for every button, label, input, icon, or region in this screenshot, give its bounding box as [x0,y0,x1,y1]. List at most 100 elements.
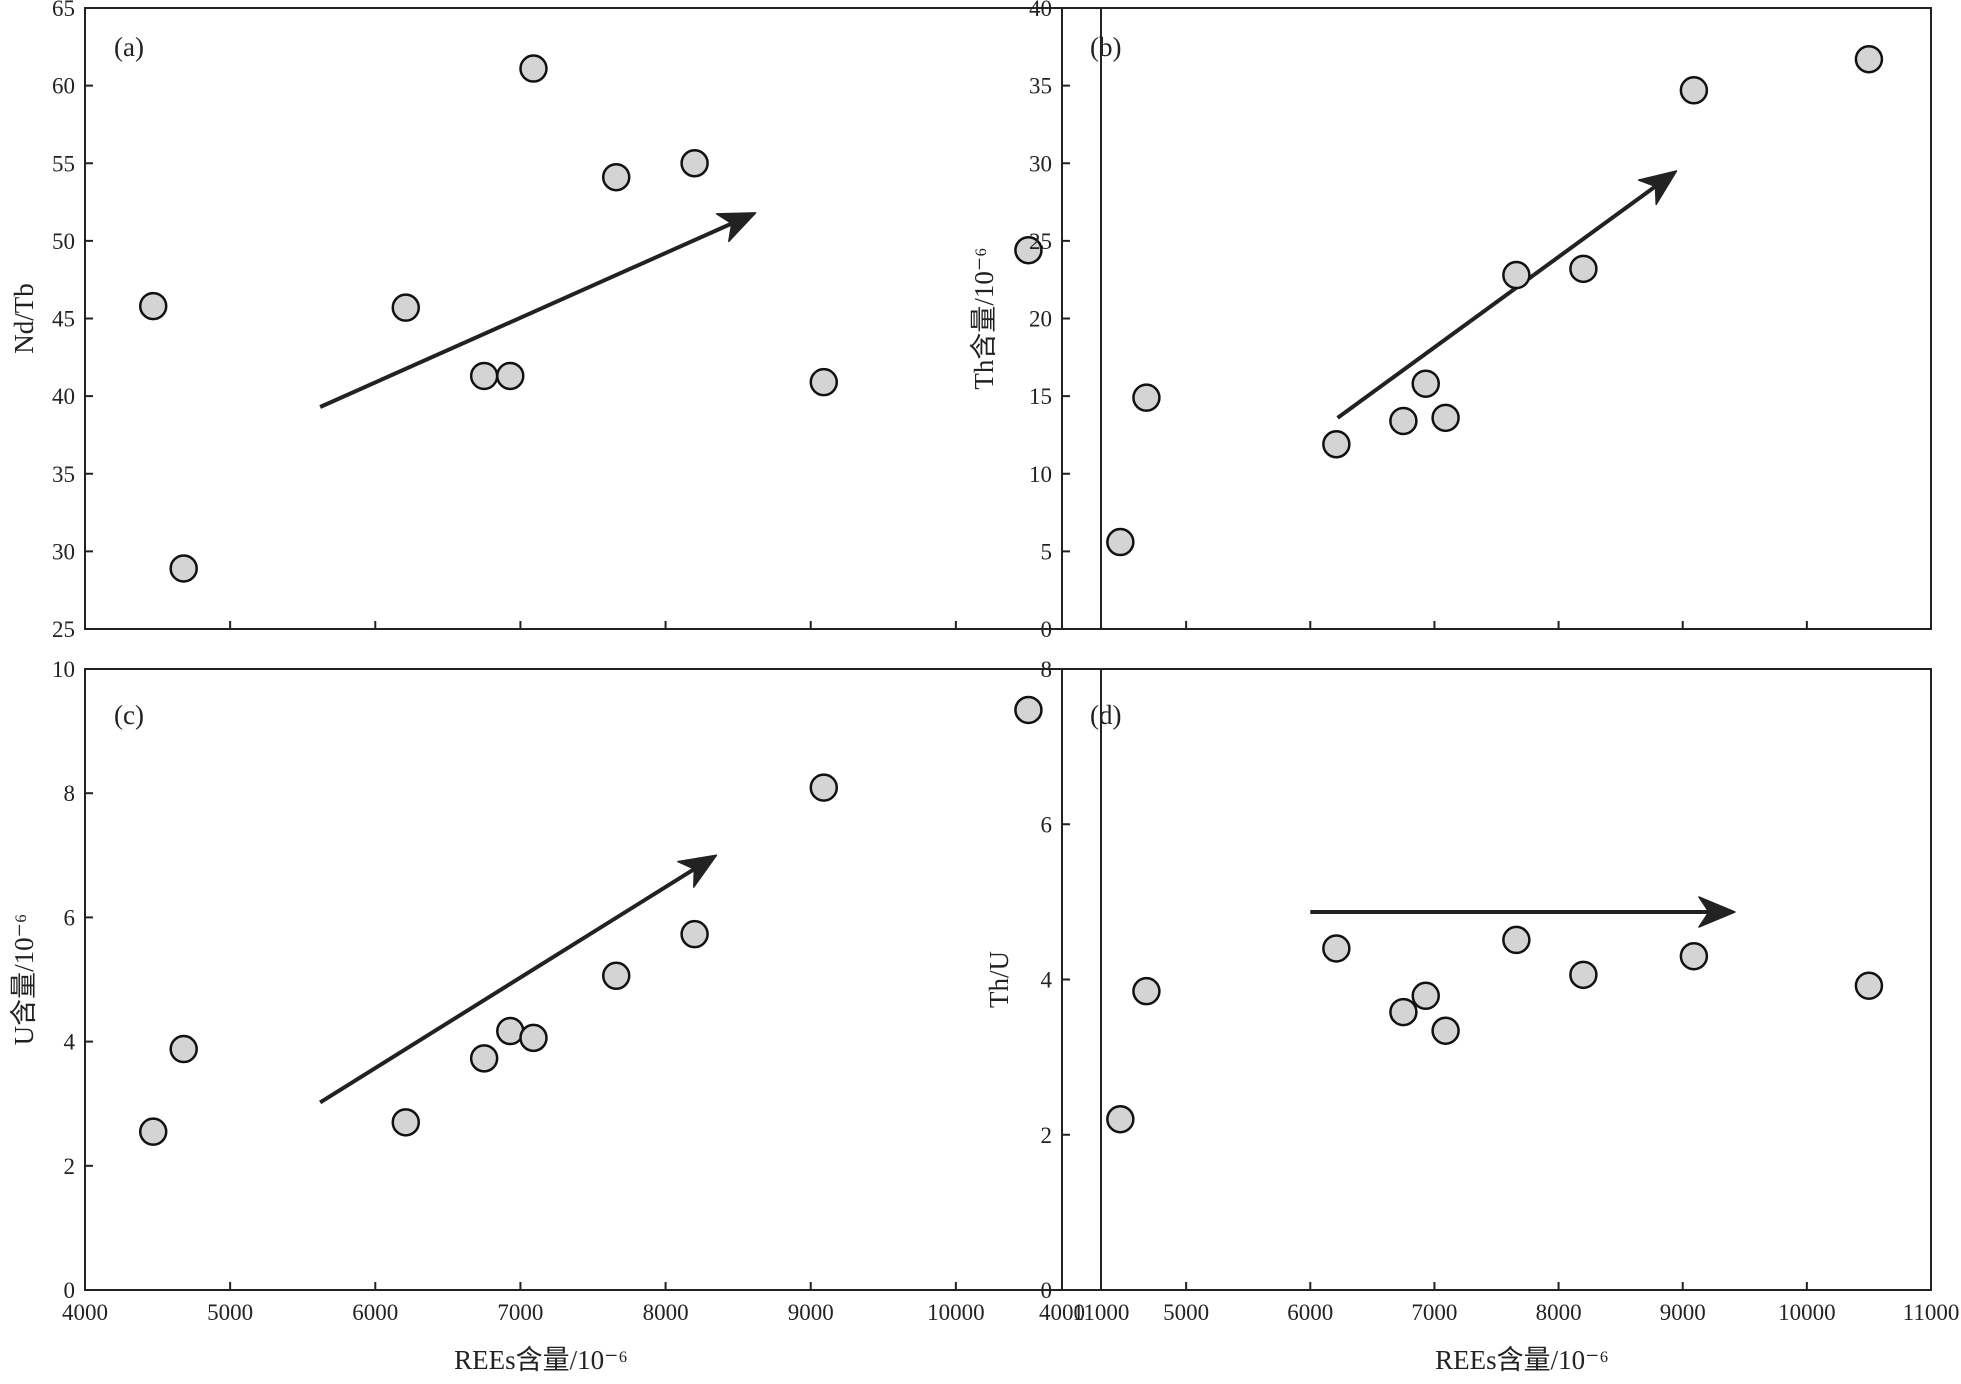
panel-a-points [138,54,1043,583]
panel-b-ticks: 0 5 10 15 20 25 30 35 40 [1029,0,1932,642]
panel-a-ytick-label: 40 [52,384,75,409]
panel-b-data-point [1679,76,1709,105]
panel-c-xlabel: REEs含量/10⁻⁶ [454,1345,628,1375]
panel-c-arrow-head [677,854,718,888]
panel-b-ytick-label: 10 [1029,462,1052,487]
panel-c-ytick-label: 2 [64,1154,76,1179]
panel-c-xtick-label: 7000 [497,1300,543,1325]
panel-c-trend-arrow [319,854,718,1105]
panel-c-xtick-label: 4000 [62,1300,108,1325]
panel-c-data-point [809,773,839,802]
panel-b-data-point [1132,383,1161,412]
panel-c: (c) U含量/10⁻⁶ REEs含量/10⁻⁶ 0 2 4 6 8 10 4000 5000… [9,657,1129,1375]
panel-a-data-point [809,367,839,397]
panel-c-data-point [519,1023,548,1053]
panel-a-label: (a) [114,32,144,62]
panel-a-data-point [469,361,499,391]
panel-b-ytick-label: 25 [1029,229,1052,254]
panel-d-data-point [1322,934,1351,963]
panel-c-ytick-label: 10 [52,657,75,682]
panel-c-points [138,695,1043,1146]
panel-d-ytick-label: 0 [1041,1278,1053,1303]
panel-b-ytick-label: 40 [1029,0,1052,21]
panel-c-data-point [496,1016,525,1046]
panel-b-ytick-label: 20 [1029,307,1052,332]
panel-b-ytick-label: 0 [1041,617,1053,642]
panel-b-label: (b) [1090,32,1121,62]
panel-b-ytick-label: 15 [1029,384,1052,409]
panel-d-xtick-label: 9000 [1660,1300,1706,1325]
panel-d-points [1106,925,1884,1134]
panel-d-data-point [1569,960,1598,990]
panel-d-xlabel: REEs含量/10⁻⁶ [1435,1345,1609,1375]
panel-b-data-point [1502,260,1531,290]
panel-c-frame [84,668,1102,1291]
panel-b: (b) Th含量/10⁻⁶ 0 5 10 15 20 25 30 35 40 [969,0,1932,642]
panel-b-data-point [1322,430,1351,459]
panel-b-trend-arrow [1336,170,1678,420]
panel-a-ytick-label: 25 [52,617,75,642]
panel-c-ytick-label: 4 [64,1030,76,1055]
panel-d-data-point [1389,997,1418,1027]
panel-d-trend-arrow [1310,896,1736,928]
panel-d-data-point [1106,1104,1135,1134]
panel-a-ytick-label: 45 [52,307,75,332]
panel-d-xtick-label: 5000 [1163,1300,1209,1325]
panel-c-xtick-label: 11000 [1073,1300,1130,1325]
panel-b-data-point [1411,369,1440,398]
panel-b-arrow-shaft [1336,184,1657,420]
panel-c-label: (c) [114,700,144,730]
panel-b-ytick-label: 30 [1029,151,1052,176]
panel-c-data-point [391,1108,421,1137]
panel-c-xtick-label: 8000 [643,1300,689,1325]
panel-d-ylabel: Th/U [984,951,1014,1008]
panel-a-data-point [496,361,525,391]
panel-d-ticks: 0 2 4 6 8 4000 5000 6000 7000 8000 9000 10000 11000 [1039,657,1959,1325]
panel-a-ytick-label: 50 [52,229,75,254]
panel-d-xtick-label: 10000 [1778,1300,1836,1325]
panel-d-frame [1061,668,1932,1291]
panel-a-ytick-label: 35 [52,462,75,487]
panel-c-ytick-label: 0 [64,1278,76,1303]
panel-a-data-point [138,291,168,321]
panel-d-data-point [1132,976,1161,1006]
panel-d-xtick-label: 11000 [1903,1300,1960,1325]
panel-b-ylabel: Th含量/10⁻⁶ [969,247,999,389]
panel-b-data-point [1389,406,1418,436]
panel-c-data-point [469,1044,499,1073]
panel-c-ticks: 0 2 4 6 8 10 4000 5000 6000 7000 8000 9000 10000 1100… [52,657,1129,1325]
panel-b-data-point [1569,254,1598,284]
panel-d: (d) Th/U REEs含量/10⁻⁶ 0 2 4 6 8 4000 5000 6000 70… [984,657,1959,1375]
panel-d-arrow-head [1698,896,1736,928]
panel-b-ytick-label: 35 [1029,74,1052,99]
panel-d-data-point [1679,941,1709,971]
panel-b-data-point [1431,403,1460,433]
panel-a-arrow-shaft [319,221,733,409]
panel-c-xtick-label: 6000 [352,1300,398,1325]
panel-b-ytick-label: 5 [1041,539,1053,564]
panel-b-data-point [1106,527,1135,557]
panel-b-frame [1061,7,1932,630]
panel-c-data-point [169,1034,198,1064]
panel-a-ytick-label: 30 [52,539,75,564]
panel-d-xtick-label: 6000 [1287,1300,1333,1325]
panel-a-ylabel: Nd/Tb [9,283,39,354]
panel-d-data-point [1854,971,1884,1000]
panel-a-data-point [1014,235,1043,265]
panel-a-data-point [391,293,421,322]
panel-a-ytick-label: 65 [52,0,75,21]
panel-c-data-point [680,919,709,949]
panel-c-ytick-label: 6 [64,905,76,930]
panel-d-ytick-label: 6 [1041,812,1053,837]
panel-a-ytick-label: 55 [52,151,75,176]
panel-b-arrow-head [1637,170,1678,206]
panel-c-ytick-label: 8 [64,781,76,806]
panel-c-ylabel: U含量/10⁻⁶ [9,914,39,1046]
panel-d-data-point [1431,1016,1460,1045]
panel-b-points [1106,44,1884,557]
panel-d-ytick-label: 4 [1041,968,1053,993]
panel-a-arrow-head [715,212,757,243]
